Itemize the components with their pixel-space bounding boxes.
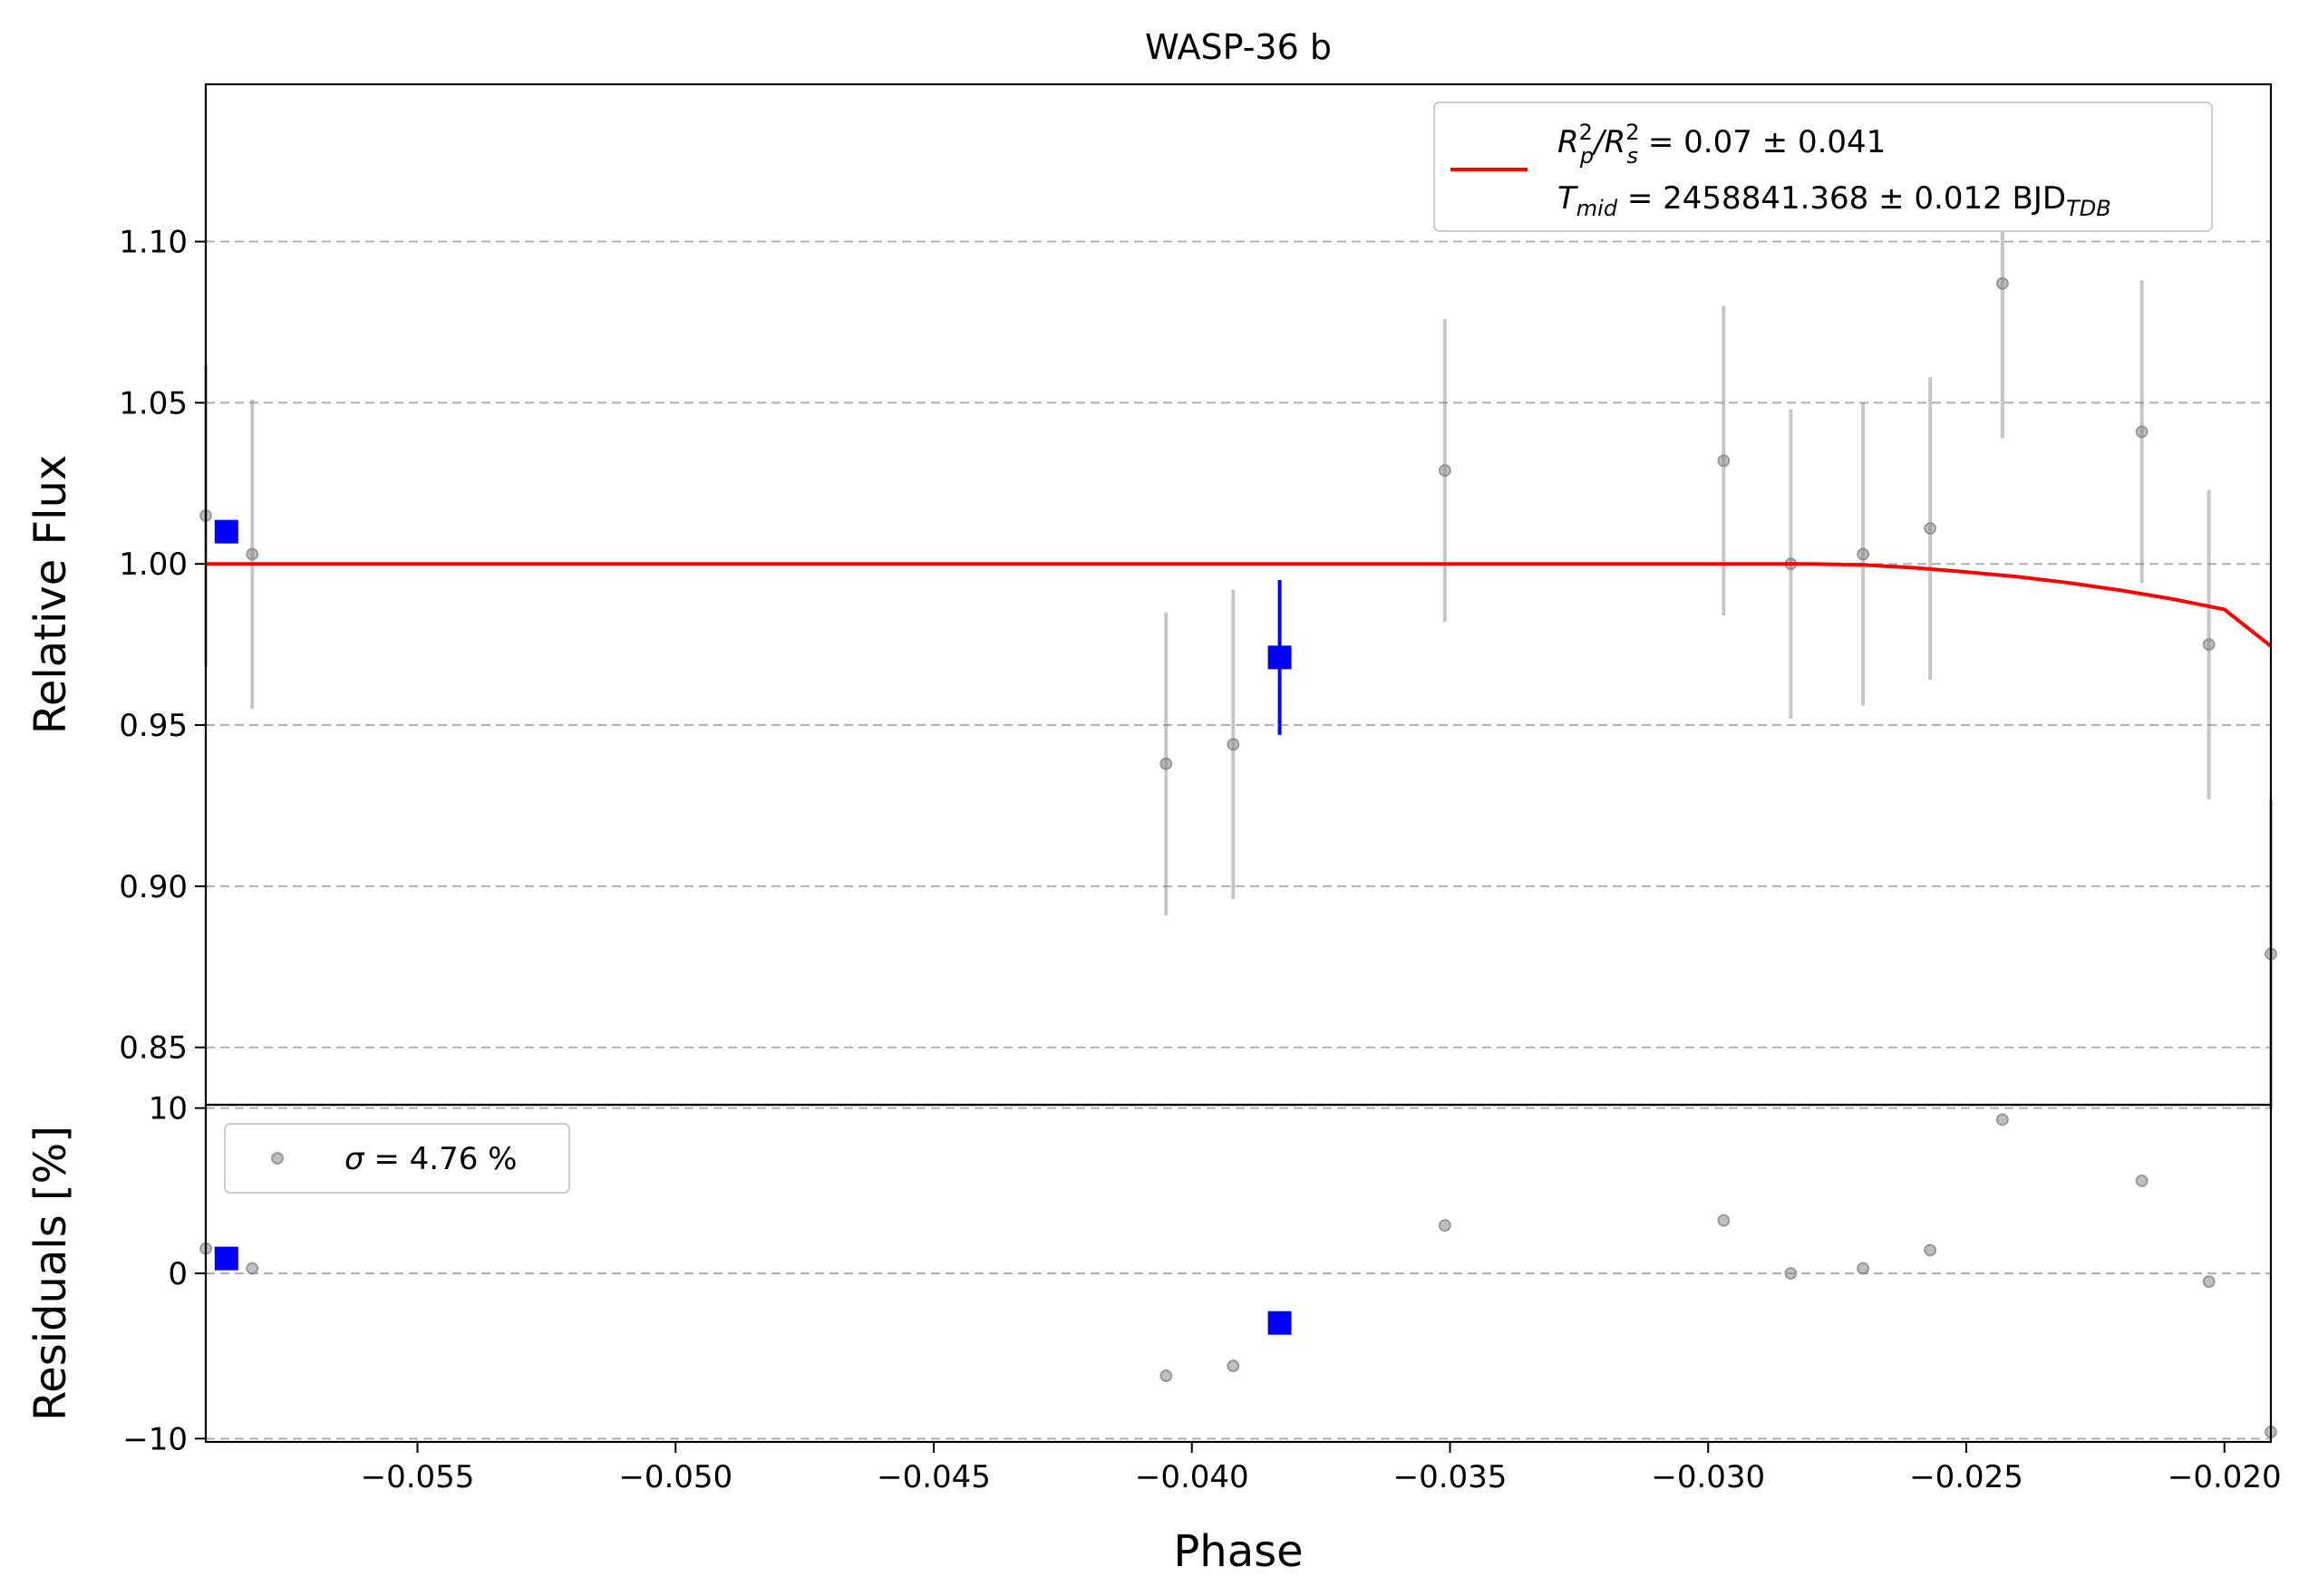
flux-data-point [1717,454,1731,468]
residuals-data-point [1995,1113,2009,1127]
residuals-binned-point [214,1246,238,1271]
flux-gridlines [206,240,2271,1049]
x-axis-label: Phase [1173,1526,1303,1577]
flux-data-point [2135,425,2149,439]
flux-data-point [1995,276,2009,290]
flux-data-point [2202,638,2216,652]
residuals-data-point [1159,1369,1173,1383]
residuals-binned-points [214,1246,1292,1335]
residuals-data-point [1717,1214,1731,1227]
residuals-legend-marker [271,1152,284,1165]
x-tick-label: −0.055 [361,1459,475,1495]
flux-legend-entry-radius: R2 p/R2 s = 0.07 ± 0.041 [1557,120,1886,169]
residuals-data-point [1438,1219,1451,1233]
flux-data-point [1924,522,1937,536]
residuals-y-tick-label: 10 [149,1091,188,1127]
flux-axes-frame [204,82,2273,1107]
residuals-y-tick-label: −10 [122,1421,188,1457]
flux-y-ticks: 0.85 0.90 0.95 1.00 1.05 1.10 [119,225,206,1067]
flux-data-points [199,129,2277,1109]
flux-y-tick-label: 1.00 [119,547,188,583]
x-tick-label: −0.030 [1651,1459,1765,1495]
residuals-binned-point [1267,1311,1292,1335]
x-tick-label: −0.035 [1393,1459,1508,1495]
flux-y-axis-label: Relative Flux [25,455,76,735]
residuals-data-point [246,1262,259,1275]
flux-y-tick-label: 1.10 [119,225,188,261]
x-tick-label: −0.040 [1135,1459,1249,1495]
residuals-axes-frame [204,1103,2273,1444]
flux-legend-box [1433,102,2213,232]
residuals-data-point [2202,1275,2216,1289]
x-tick-label: −0.020 [2168,1459,2282,1495]
chart-title: WASP-36 b [1145,27,1332,67]
residuals-y-axis-label: Residuals [%] [25,1126,76,1421]
residuals-legend-entry-sigma: σ = 4.76 % [344,1141,517,1177]
residuals-data-point [1924,1243,1937,1257]
flux-binned-point [214,519,238,544]
residuals-data-point [1784,1267,1798,1280]
flux-binned-point [1267,645,1292,670]
x-tick-label: −0.025 [1909,1459,2023,1495]
flux-legend: R2 p/R2 s = 0.07 ± 0.041 Tmid = 2458841.36… [1433,102,2213,232]
residuals-panel: −10 0 10 Residuals [%] σ = 4.76 % [25,1091,2277,1457]
flux-y-tick-label: 1.05 [119,385,188,421]
flux-data-point [1438,464,1451,478]
residuals-data-point [1857,1262,1870,1275]
residuals-data-point [2135,1174,2149,1187]
flux-data-point [1227,738,1240,751]
x-tick-label: −0.045 [877,1459,991,1495]
flux-panel: 0.85 0.90 0.95 1.00 1.05 1.10 Relative Flux R… [25,82,2277,1109]
x-tick-label: −0.050 [618,1459,732,1495]
residuals-y-tick-label: 0 [168,1256,188,1292]
flux-data-point [1159,757,1173,770]
flux-y-tick-label: 0.90 [119,869,188,905]
residuals-data-points [199,1113,2277,1439]
residuals-y-ticks: −10 0 10 [122,1091,206,1457]
residuals-gridlines [206,1107,2271,1440]
flux-data-point [246,547,259,561]
residuals-data-point [1227,1359,1240,1373]
x-axis-ticks: −0.055 −0.050 −0.045 −0.040 −0.035 −0.030 −0.0… [361,1442,2282,1495]
flux-legend-entry-tmid: Tmid = 2458841.368 ± 0.012 BJDTDB [1557,180,2111,221]
flux-data-point [1857,547,1870,561]
residuals-legend-box [224,1123,570,1194]
flux-y-tick-label: 0.85 [119,1030,188,1067]
transit-model-line [206,562,2273,648]
residuals-legend: σ = 4.76 % [224,1123,570,1194]
flux-y-tick-label: 0.95 [119,708,188,744]
flux-binned-points [214,519,1292,735]
